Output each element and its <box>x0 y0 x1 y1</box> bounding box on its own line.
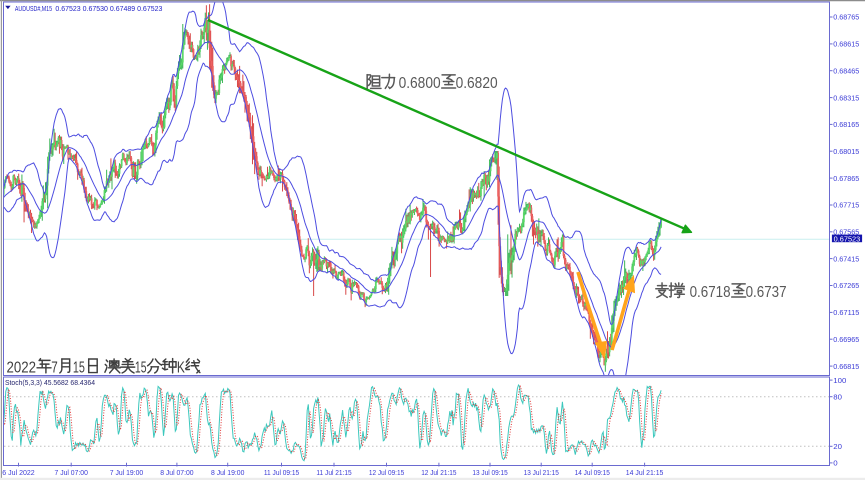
svg-text:0.68015: 0.68015 <box>833 147 859 156</box>
svg-text:2022: 2022 <box>7 360 37 377</box>
svg-text:14 Jul 09:15: 14 Jul 09:15 <box>575 468 610 477</box>
svg-text:14 Jul 21:15: 14 Jul 21:15 <box>626 468 664 477</box>
svg-text:15: 15 <box>135 360 147 377</box>
svg-text:20: 20 <box>833 442 842 451</box>
svg-text:0.68765: 0.68765 <box>833 13 859 22</box>
svg-text:AUDUSD#,M15: AUDUSD#,M15 <box>15 4 52 13</box>
svg-text:11 Jul 21:15: 11 Jul 21:15 <box>316 468 351 477</box>
svg-text:0.68165: 0.68165 <box>833 120 859 129</box>
svg-text:0.66815: 0.66815 <box>833 362 859 371</box>
svg-text:0.6800: 0.6800 <box>399 75 441 92</box>
svg-text:15: 15 <box>73 360 85 377</box>
svg-text:K: K <box>177 360 185 377</box>
svg-text:13 Jul 09:15: 13 Jul 09:15 <box>472 468 507 477</box>
svg-text:0.6718: 0.6718 <box>690 284 731 301</box>
svg-text:0.66965: 0.66965 <box>833 335 859 344</box>
svg-text:0.67523 0.67530 0.67489 0.6752: 0.67523 0.67530 0.67489 0.67523 <box>55 4 162 13</box>
svg-text:80: 80 <box>833 392 842 401</box>
svg-text:0.68315: 0.68315 <box>833 93 859 102</box>
svg-text:0.67715: 0.67715 <box>833 201 859 210</box>
svg-text:0: 0 <box>833 459 837 468</box>
svg-text:8 Jul 19:00: 8 Jul 19:00 <box>211 468 244 477</box>
svg-text:7 Jul 07:00: 7 Jul 07:00 <box>55 468 88 477</box>
svg-text:0.68465: 0.68465 <box>833 66 859 75</box>
svg-text:8 Jul 07:00: 8 Jul 07:00 <box>160 468 193 477</box>
svg-text:0.67265: 0.67265 <box>833 281 859 290</box>
svg-text:0.68615: 0.68615 <box>833 40 859 49</box>
svg-text:0.67523: 0.67523 <box>834 236 861 243</box>
svg-text:12 Jul 09:15: 12 Jul 09:15 <box>369 468 404 477</box>
svg-text:Stoch(5,3,3) 45.5682 68.4364: Stoch(5,3,3) 45.5682 68.4364 <box>5 378 95 387</box>
svg-text:0.67415: 0.67415 <box>833 254 859 263</box>
svg-text:0.67115: 0.67115 <box>833 308 859 317</box>
svg-text:6 Jul 2022: 6 Jul 2022 <box>2 468 34 477</box>
svg-text:100: 100 <box>833 376 846 385</box>
svg-text:0.67565: 0.67565 <box>833 228 859 237</box>
svg-text:7 Jul 19:00: 7 Jul 19:00 <box>110 468 143 477</box>
svg-text:0.67865: 0.67865 <box>833 174 859 183</box>
svg-text:12 Jul 21:15: 12 Jul 21:15 <box>421 468 456 477</box>
svg-text:7: 7 <box>51 360 58 377</box>
svg-text:13 Jul 21:15: 13 Jul 21:15 <box>524 468 559 477</box>
svg-text:0.6820: 0.6820 <box>456 75 498 92</box>
svg-text:11 Jul 09:15: 11 Jul 09:15 <box>264 468 299 477</box>
svg-text:0.6737: 0.6737 <box>746 284 787 301</box>
